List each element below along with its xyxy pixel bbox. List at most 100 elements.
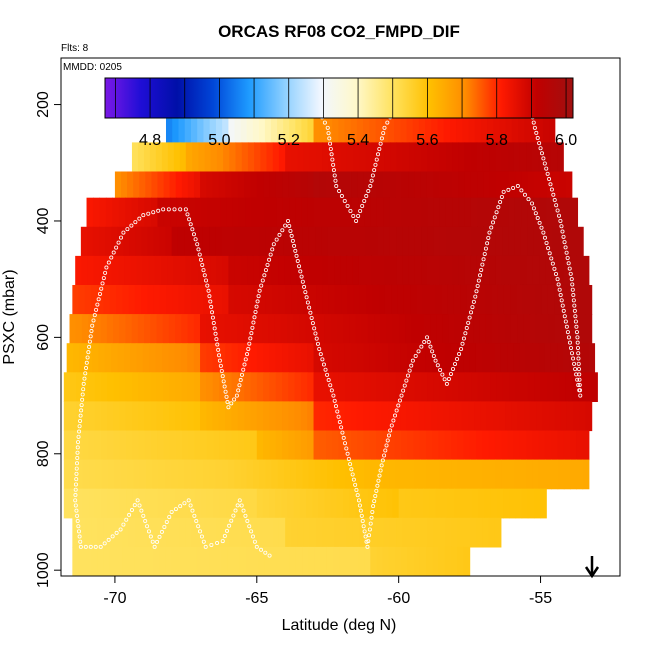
heatmap-cell — [529, 401, 537, 432]
track-point — [388, 428, 393, 433]
heatmap-cell — [505, 401, 512, 432]
heatmap-cell — [289, 197, 296, 228]
heatmap-cell — [410, 284, 417, 315]
heatmap-cell — [414, 197, 422, 228]
heatmap-cell — [178, 517, 186, 548]
heatmap-cell — [225, 171, 233, 202]
heatmap-cell — [386, 488, 394, 519]
heatmap-cell — [345, 459, 353, 490]
heatmap-cell — [384, 284, 392, 315]
heatmap-cell — [463, 459, 471, 490]
heatmap-cell — [138, 401, 145, 432]
heatmap-cell — [515, 372, 523, 402]
track-point — [545, 171, 550, 176]
track-point — [364, 194, 369, 199]
track-point — [550, 261, 555, 266]
heatmap-cell — [63, 372, 71, 402]
heatmap-cell — [582, 255, 590, 286]
heatmap-cell — [283, 226, 291, 257]
heatmap-cell — [231, 314, 238, 344]
track-point — [188, 503, 193, 508]
heatmap-cell — [427, 142, 435, 173]
heatmap-cell — [173, 255, 180, 286]
heatmap-cell — [358, 226, 366, 257]
track-point — [96, 297, 101, 302]
track-point — [435, 363, 440, 368]
heatmap-cell — [519, 430, 527, 461]
track-point — [575, 340, 580, 345]
heatmap-cell — [119, 314, 127, 344]
heatmap-cell — [544, 430, 552, 461]
flights-label: Flts: 8 — [61, 43, 89, 54]
track-point — [217, 358, 222, 363]
track-point — [157, 534, 162, 539]
track-point — [362, 529, 367, 534]
heatmap-cell — [157, 171, 165, 202]
heatmap-cell — [338, 343, 346, 373]
heatmap-cell — [365, 517, 373, 548]
heatmap-cell — [175, 372, 183, 402]
track-point — [535, 216, 540, 221]
heatmap-cell — [258, 113, 266, 143]
track-point — [205, 283, 210, 288]
heatmap-cell — [252, 113, 260, 143]
track-point — [77, 424, 82, 429]
track-point — [460, 341, 465, 346]
heatmap-cell — [585, 284, 593, 315]
heatmap-cell — [389, 197, 397, 228]
track-point — [385, 438, 390, 443]
heatmap-cell — [477, 372, 485, 402]
heatmap-cell — [375, 343, 383, 373]
track-point — [255, 299, 260, 304]
heatmap-cell — [283, 546, 291, 576]
heatmap-cell — [172, 284, 180, 315]
heatmap-cell — [363, 343, 371, 373]
heatmap-cell — [178, 113, 186, 143]
heatmap-cell — [269, 401, 277, 432]
track-point — [293, 248, 298, 253]
heatmap-cell — [545, 459, 552, 490]
heatmap-cell — [426, 546, 433, 576]
track-point — [232, 397, 237, 402]
track-point — [155, 539, 160, 544]
track-point — [351, 477, 356, 482]
track-point — [573, 319, 578, 324]
track-point — [531, 120, 536, 125]
heatmap-cell — [294, 372, 302, 402]
heatmap-cell — [332, 372, 340, 402]
x-tick-label: -55 — [529, 590, 552, 607]
heatmap-cell — [394, 343, 402, 373]
heatmap-cell — [369, 343, 377, 373]
track-point — [274, 237, 279, 242]
heatmap-cell — [333, 226, 341, 257]
heatmap-cell — [401, 546, 409, 576]
heatmap-cell — [222, 113, 230, 143]
heatmap-cell — [377, 517, 385, 548]
heatmap-cell — [480, 113, 488, 143]
track-point — [85, 355, 90, 360]
heatmap-cell — [308, 226, 316, 257]
heatmap-cell — [470, 459, 478, 490]
heatmap-cell — [491, 284, 499, 315]
track-point — [137, 503, 142, 508]
track-point — [73, 482, 78, 487]
track-point — [210, 315, 215, 320]
track-point — [572, 361, 577, 366]
heatmap-cell — [585, 401, 593, 432]
heatmap-cell — [287, 488, 295, 519]
heatmap-cell — [451, 430, 459, 461]
track-point — [192, 513, 197, 518]
track-point — [469, 310, 474, 315]
heatmap-cell — [175, 430, 183, 461]
heatmap-cell — [339, 459, 347, 490]
heatmap-cell — [84, 517, 92, 548]
heatmap-cell — [103, 546, 111, 576]
heatmap-cell — [247, 142, 255, 173]
heatmap-cell — [250, 488, 258, 519]
track-point — [314, 336, 319, 341]
heatmap-cell — [404, 488, 412, 519]
heatmap-cell — [206, 372, 214, 402]
heatmap-cell — [218, 343, 226, 373]
heatmap-cell — [400, 343, 408, 373]
heatmap-cell — [239, 546, 247, 576]
